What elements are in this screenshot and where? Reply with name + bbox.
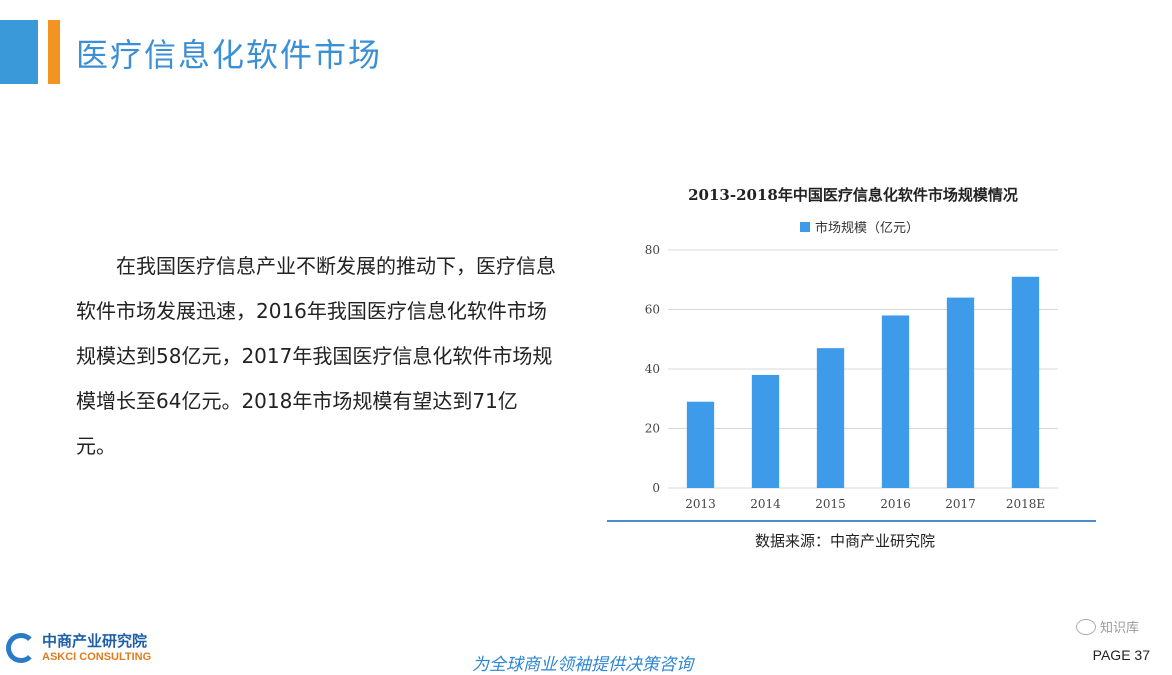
chart-divider	[607, 520, 1096, 522]
bar	[881, 315, 910, 488]
chart-legend: 市场规模（亿元）	[800, 217, 919, 236]
legend-label: 市场规模（亿元）	[815, 221, 920, 236]
corner-watermark: 知识库	[1076, 617, 1139, 636]
body-paragraph: 在我国医疗信息产业不断发展的推动下，医疗信息软件市场发展迅速，2016年我国医疗…	[76, 254, 556, 458]
bar-chart: 0 20 40 60 80 2013 2014 2015 2016 2017 2018E	[645, 243, 1058, 511]
y-tick-label: 80	[645, 243, 660, 257]
x-tick-label: 2017	[945, 497, 976, 511]
x-tick-label: 2015	[815, 497, 846, 511]
bar	[946, 297, 975, 488]
page-number: PAGE 37	[1092, 647, 1150, 663]
legend-swatch	[800, 221, 810, 232]
y-tick-label: 0	[652, 481, 660, 495]
slogan: 为全球商业领袖提供决策咨询	[472, 655, 693, 675]
title-accent-orange	[48, 20, 60, 84]
logo-en-text: ASKCI CONSULTING	[42, 651, 152, 663]
x-tick-label: 2013	[685, 497, 716, 511]
wechat-icon	[1076, 618, 1096, 635]
y-tick-label: 60	[645, 303, 660, 317]
data-source: 数据来源：中商产业研究院	[755, 532, 936, 550]
x-tick-label: 2014	[750, 497, 781, 511]
corner-mark-text: 知识库	[1100, 621, 1140, 636]
chart-title: 2013-2018年中国医疗信息化软件市场规模情况	[688, 186, 1018, 204]
title-accent-blue	[0, 20, 38, 84]
bar	[1011, 276, 1040, 488]
y-tick-label: 20	[645, 422, 660, 436]
x-tick-label: 2018E	[1006, 497, 1045, 511]
logo-cn-text: 中商产业研究院	[42, 632, 148, 650]
bar	[751, 374, 780, 488]
logo-icon	[6, 633, 36, 663]
bar	[816, 348, 845, 488]
y-tick-label: 40	[645, 362, 660, 376]
bar	[686, 401, 715, 488]
page-title: 医疗信息化软件市场	[76, 36, 383, 74]
company-logo: 中商产业研究院 ASKCI CONSULTING	[6, 632, 151, 664]
x-tick-label: 2016	[880, 497, 911, 511]
